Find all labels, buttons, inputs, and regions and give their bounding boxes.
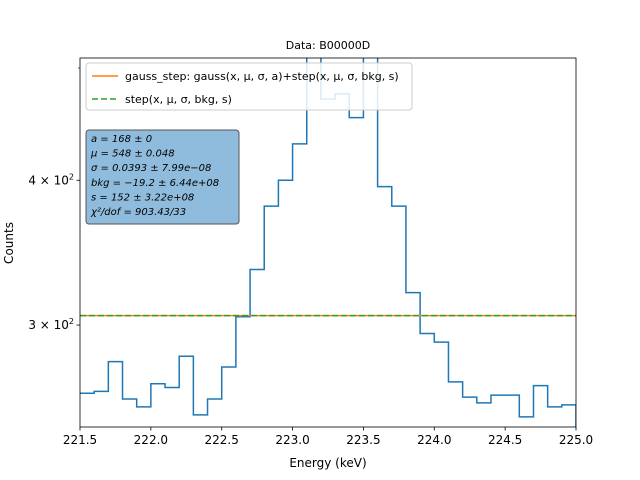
x-tick-label: 223.0: [275, 433, 309, 447]
x-tick-label: 221.5: [63, 433, 97, 447]
legend-entry-label: step(x, μ, σ, bkg, s): [125, 93, 232, 106]
x-tick-label: 224.0: [417, 433, 451, 447]
stats-line: a = 168 ± 0: [91, 134, 152, 145]
y-tick-label: 3 × 102: [28, 317, 74, 332]
stats-box-background: [85, 129, 240, 225]
stats-line: σ = 0.0393 ± 7.99e−08: [91, 163, 211, 174]
stats-line: χ²/dof = 903.43/33: [90, 207, 186, 218]
axes-frame: [79, 57, 577, 428]
x-tick-label: 224.5: [488, 433, 522, 447]
x-tick-label: 223.5: [346, 433, 380, 447]
legend-entry-label: gauss_step: gauss(x, μ, σ, a)+step(x, μ,…: [125, 70, 399, 83]
stats-line: bkg = −19.2 ± 6.44e+08: [91, 178, 219, 189]
x-axis-label: Energy (keV): [289, 456, 366, 470]
plot-area: 221.5 222.0 222.5 223.0 223.5 224.0 224.5 225.0…: [28, 57, 593, 447]
stats-line: μ = 548 ± 0.048: [90, 149, 175, 160]
x-tick-label: 222.0: [134, 433, 168, 447]
x-tick-label: 225.0: [559, 433, 593, 447]
chart-title: Data: B00000D: [286, 39, 370, 52]
stats-line: s = 152 ± 3.22e+08: [91, 192, 194, 203]
y-axis-label: Counts: [2, 222, 16, 264]
x-tick-label: 222.5: [205, 433, 239, 447]
legend: gauss_step: gauss(x, μ, σ, a)+step(x, μ,…: [85, 62, 413, 111]
y-tick-label: 4 × 102: [28, 172, 74, 187]
fit-parameters-box: a = 168 ± 0 μ = 548 ± 0.048 σ = 0.0393 ± 7…: [85, 129, 240, 225]
legend-box: [85, 62, 413, 111]
